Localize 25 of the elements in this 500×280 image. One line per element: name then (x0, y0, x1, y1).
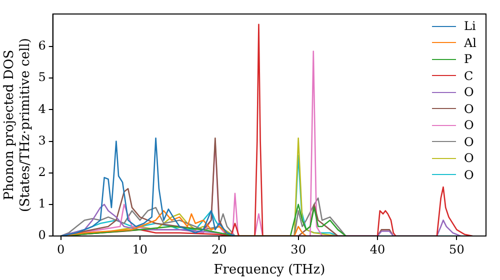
legend-label: O (464, 117, 475, 134)
legend-label: O (464, 100, 475, 117)
x-tick-label: 10 (132, 242, 148, 256)
legend-label: Al (464, 34, 478, 51)
legend-label: Li (464, 18, 477, 34)
legend-label: O (464, 150, 475, 166)
legend-label: O (464, 166, 475, 183)
legend-label: P (464, 51, 474, 68)
legend-label: O (464, 134, 475, 150)
x-tick-label: 40 (370, 242, 386, 256)
legend-label: O (464, 84, 475, 100)
y-axis-title: Phonon projected DOS (States/THz·primitive cell) (2, 38, 33, 212)
y-tick-label: 2 (38, 164, 46, 179)
x-tick-label: 0 (56, 242, 65, 256)
y-tick-label: 4 (38, 102, 46, 116)
legend-label: C (464, 68, 474, 84)
y-tick-label: 0 (38, 228, 46, 242)
y-tick-label: 5 (38, 70, 46, 84)
y-tick-label: 3 (38, 133, 46, 148)
x-tick-label: 50 (449, 242, 464, 256)
y-tick-label: 6 (38, 38, 46, 53)
y-tick-label: 1 (38, 196, 46, 211)
x-tick-label: 30 (290, 242, 306, 256)
x-tick-label: 20 (211, 242, 227, 256)
x-axis-title: Frequency (THz) (214, 262, 326, 278)
